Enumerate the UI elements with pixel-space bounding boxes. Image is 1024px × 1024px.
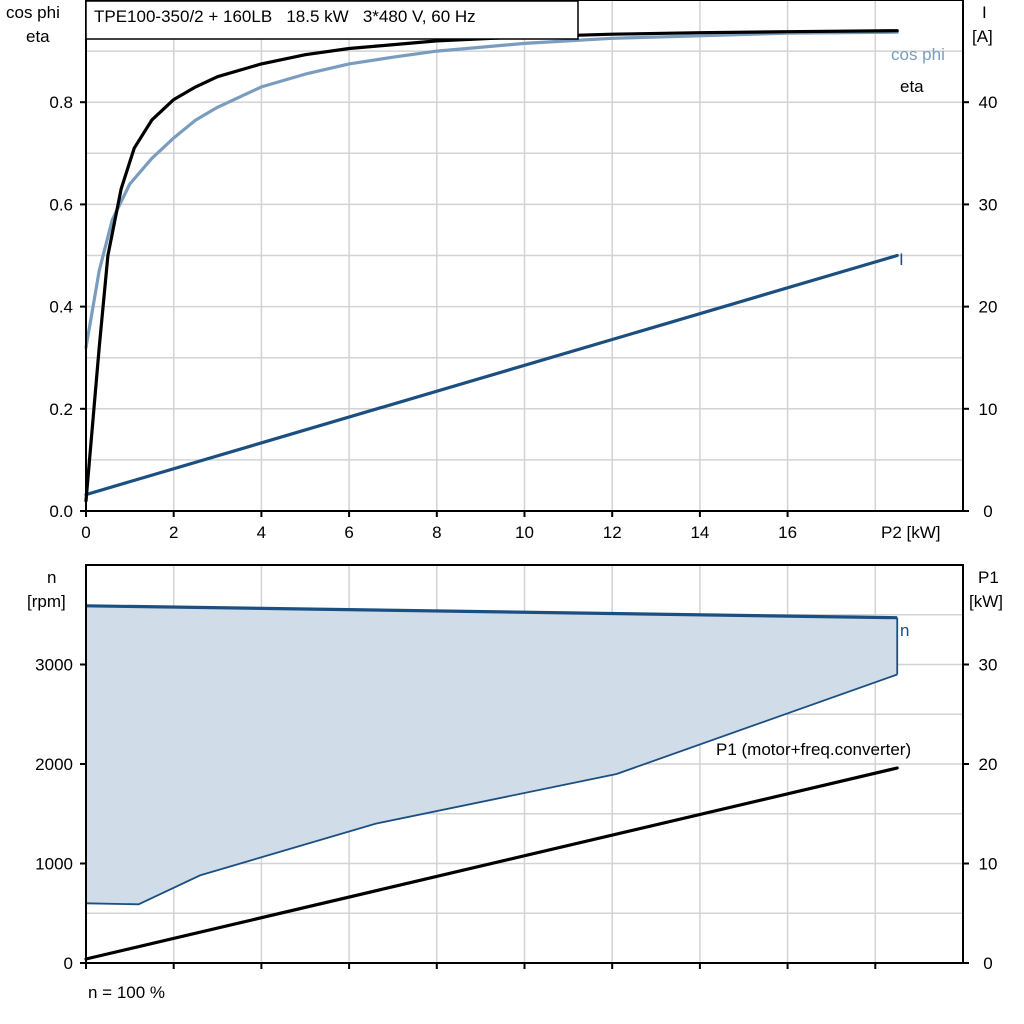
series-line-i xyxy=(84,253,899,497)
series-line-p1 xyxy=(84,766,899,961)
bottom-right-tick-label: 10 xyxy=(979,855,998,874)
top-x-tick-label: 2 xyxy=(169,523,178,542)
top-x-tick-label: 12 xyxy=(603,523,622,542)
bottom-right-tick-label: 20 xyxy=(979,755,998,774)
series-label-speed: n xyxy=(900,621,909,640)
top-chart-ticks: 0 2 4 6 8 10 12 14 16 0.0 0.2 0.4 0.6 0.8 0 10 20 30 40 xyxy=(49,93,997,542)
bottom-right-axis-title-line2: [kW] xyxy=(969,592,1003,611)
bottom-right-tick-label: 0 xyxy=(983,954,992,973)
top-left-tick-label: 0.2 xyxy=(49,400,73,419)
top-x-tick-label: 8 xyxy=(432,523,441,542)
chart-title-box xyxy=(85,0,579,40)
series-line-cos-phi xyxy=(84,30,899,350)
top-right-tick-label: 10 xyxy=(979,400,998,419)
top-left-tick-label: 0.8 xyxy=(49,93,73,112)
top-left-axis-title-line2: eta xyxy=(26,27,50,46)
bottom-right-tick-label: 30 xyxy=(979,656,998,675)
top-right-tick-label: 30 xyxy=(979,195,998,214)
speed-footnote: n = 100 % xyxy=(88,983,165,1002)
top-x-tick-label: 10 xyxy=(515,523,534,542)
series-label-p1: P1 (motor+freq.converter) xyxy=(716,740,911,759)
top-x-tick-label: 4 xyxy=(257,523,266,542)
top-chart-series xyxy=(84,29,899,503)
top-right-axis-title-line2: [A] xyxy=(972,27,993,46)
bottom-left-tick-label: 1000 xyxy=(35,855,73,874)
bottom-left-tick-label: 3000 xyxy=(35,656,73,675)
speed-max-line xyxy=(85,604,898,620)
top-chart-frame xyxy=(85,0,964,512)
chart-title: TPE100-350/2 + 160LB 18.5 kW 3*480 V, 60… xyxy=(94,7,476,26)
top-left-axis-title-line1: cos phi xyxy=(6,3,60,22)
top-right-tick-label: 40 xyxy=(979,93,998,112)
top-left-tick-label: 0.4 xyxy=(49,298,73,317)
top-right-tick-label: 20 xyxy=(979,298,998,317)
top-x-tick-label: 16 xyxy=(778,523,797,542)
bottom-left-axis-title-line1: n xyxy=(47,568,56,587)
top-x-axis-title: P2 [kW] xyxy=(881,523,941,542)
bottom-left-tick-label: 2000 xyxy=(35,755,73,774)
series-line-eta xyxy=(84,29,899,503)
top-right-tick-label: 0 xyxy=(983,502,992,521)
speed-envelope-area xyxy=(86,605,898,905)
bottom-chart-frame xyxy=(85,564,964,964)
top-x-tick-label: 6 xyxy=(344,523,353,542)
speed-min-line xyxy=(85,673,898,906)
top-right-axis-title-line1: I xyxy=(982,3,987,22)
bottom-chart-series xyxy=(84,604,899,961)
series-label-current: I xyxy=(899,250,904,269)
series-label-eta: eta xyxy=(900,77,924,96)
bottom-left-tick-label: 0 xyxy=(64,954,73,973)
top-left-tick-label: 0.0 xyxy=(49,502,73,521)
bottom-right-axis-title-line1: P1 xyxy=(978,568,999,587)
top-chart-grid xyxy=(86,0,963,511)
bottom-left-axis-title-line2: [rpm] xyxy=(27,592,66,611)
top-x-tick-label: 0 xyxy=(81,523,90,542)
top-left-tick-label: 0.6 xyxy=(49,195,73,214)
series-label-cos-phi: cos phi xyxy=(891,45,945,64)
top-x-tick-label: 14 xyxy=(690,523,709,542)
